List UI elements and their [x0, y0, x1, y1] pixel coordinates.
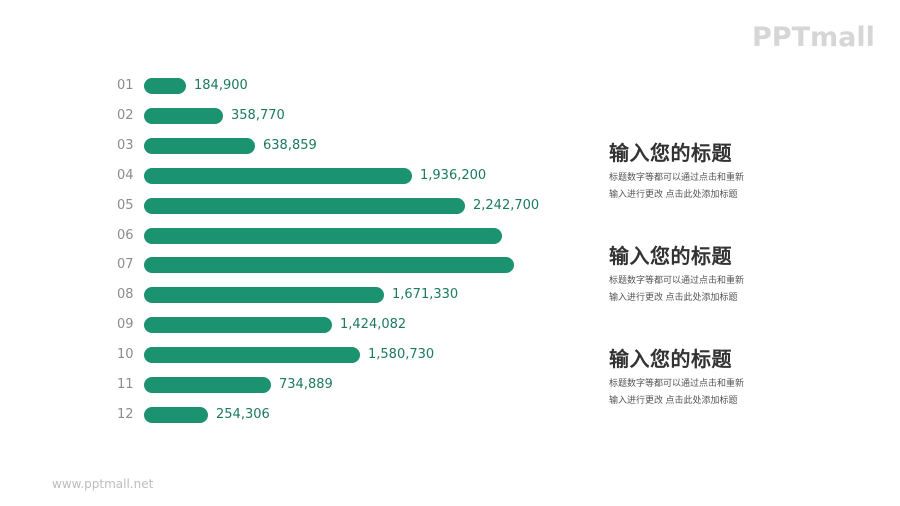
pptmall-logo: PPTmall: [752, 22, 875, 53]
block-desc-line2: 输入进行更改 点击此处添加标题: [609, 189, 738, 199]
block-title: 输入您的标题: [609, 349, 732, 371]
bar: [144, 257, 514, 273]
bar-index-label: 09: [117, 317, 134, 332]
bar: [144, 138, 255, 154]
bar: [144, 78, 186, 94]
bar-value-label: 638,859: [263, 138, 317, 153]
bar: [144, 198, 465, 214]
horizontal-bar-chart: 01 184,900 02 358,770 03 638,859 04 1,936,200 05…: [0, 78, 600, 423]
block-desc-line1: 标题数字等都可以通过点击和重新: [609, 378, 745, 388]
bar-index-label: 04: [117, 168, 134, 183]
bar: [144, 347, 360, 363]
bar-index-label: 07: [117, 257, 134, 272]
block-desc-line1: 标题数字等都可以通过点击和重新: [609, 172, 745, 182]
bar-value-label: 254,306: [216, 407, 270, 422]
bar-row: 11 734,889: [0, 377, 600, 393]
bar-value-label: 2,242,700: [473, 198, 540, 213]
bar: [144, 228, 502, 244]
bar-row: 01 184,900: [0, 78, 600, 94]
block-desc-line2: 输入进行更改 点击此处添加标题: [609, 395, 738, 405]
bar-row: 06: [0, 228, 600, 244]
bar: [144, 317, 332, 333]
bar: [144, 407, 208, 423]
bar-value-label: 358,770: [231, 108, 285, 123]
footer-url: www.pptmall.net: [52, 477, 154, 491]
bar-row: 05 2,242,700: [0, 198, 600, 214]
bar-row: 07: [0, 257, 600, 273]
bar-row: 02 358,770: [0, 108, 600, 124]
text-block-1: 输入您的标题 标题数字等都可以通过点击和重新 输入进行更改 点击此处添加标题: [609, 141, 809, 203]
block-desc-line1: 标题数字等都可以通过点击和重新: [609, 275, 745, 285]
bar-value-label: 1,424,082: [340, 317, 407, 332]
bar: [144, 377, 271, 393]
bar-value-label: 1,671,330: [392, 287, 459, 302]
bar-index-label: 03: [117, 138, 134, 153]
bar-row: 04 1,936,200: [0, 168, 600, 184]
text-block-2: 输入您的标题 标题数字等都可以通过点击和重新 输入进行更改 点击此处添加标题: [609, 244, 809, 306]
block-title: 输入您的标题: [609, 246, 732, 268]
bar-index-label: 05: [117, 198, 134, 213]
bar-value-label: 734,889: [279, 377, 333, 392]
bar-value-label: 1,580,730: [368, 347, 435, 362]
bar-index-label: 01: [117, 78, 134, 93]
bar-value-label: 184,900: [194, 78, 248, 93]
bar-row: 03 638,859: [0, 138, 600, 154]
bar-index-label: 11: [117, 377, 134, 392]
bar-index-label: 10: [117, 347, 134, 362]
bar-value-label: 1,936,200: [420, 168, 487, 183]
text-block-3: 输入您的标题 标题数字等都可以通过点击和重新 输入进行更改 点击此处添加标题: [609, 347, 809, 409]
bar-row: 08 1,671,330: [0, 287, 600, 303]
bar-index-label: 02: [117, 108, 134, 123]
bar: [144, 168, 412, 184]
bar-index-label: 08: [117, 287, 134, 302]
bar-row: 10 1,580,730: [0, 347, 600, 363]
block-title: 输入您的标题: [609, 143, 732, 165]
bar-index-label: 12: [117, 407, 134, 422]
block-desc-line2: 输入进行更改 点击此处添加标题: [609, 292, 738, 302]
bar: [144, 108, 223, 124]
bar-row: 09 1,424,082: [0, 317, 600, 333]
bar-row: 12 254,306: [0, 407, 600, 423]
bar: [144, 287, 384, 303]
bar-index-label: 06: [117, 228, 134, 243]
